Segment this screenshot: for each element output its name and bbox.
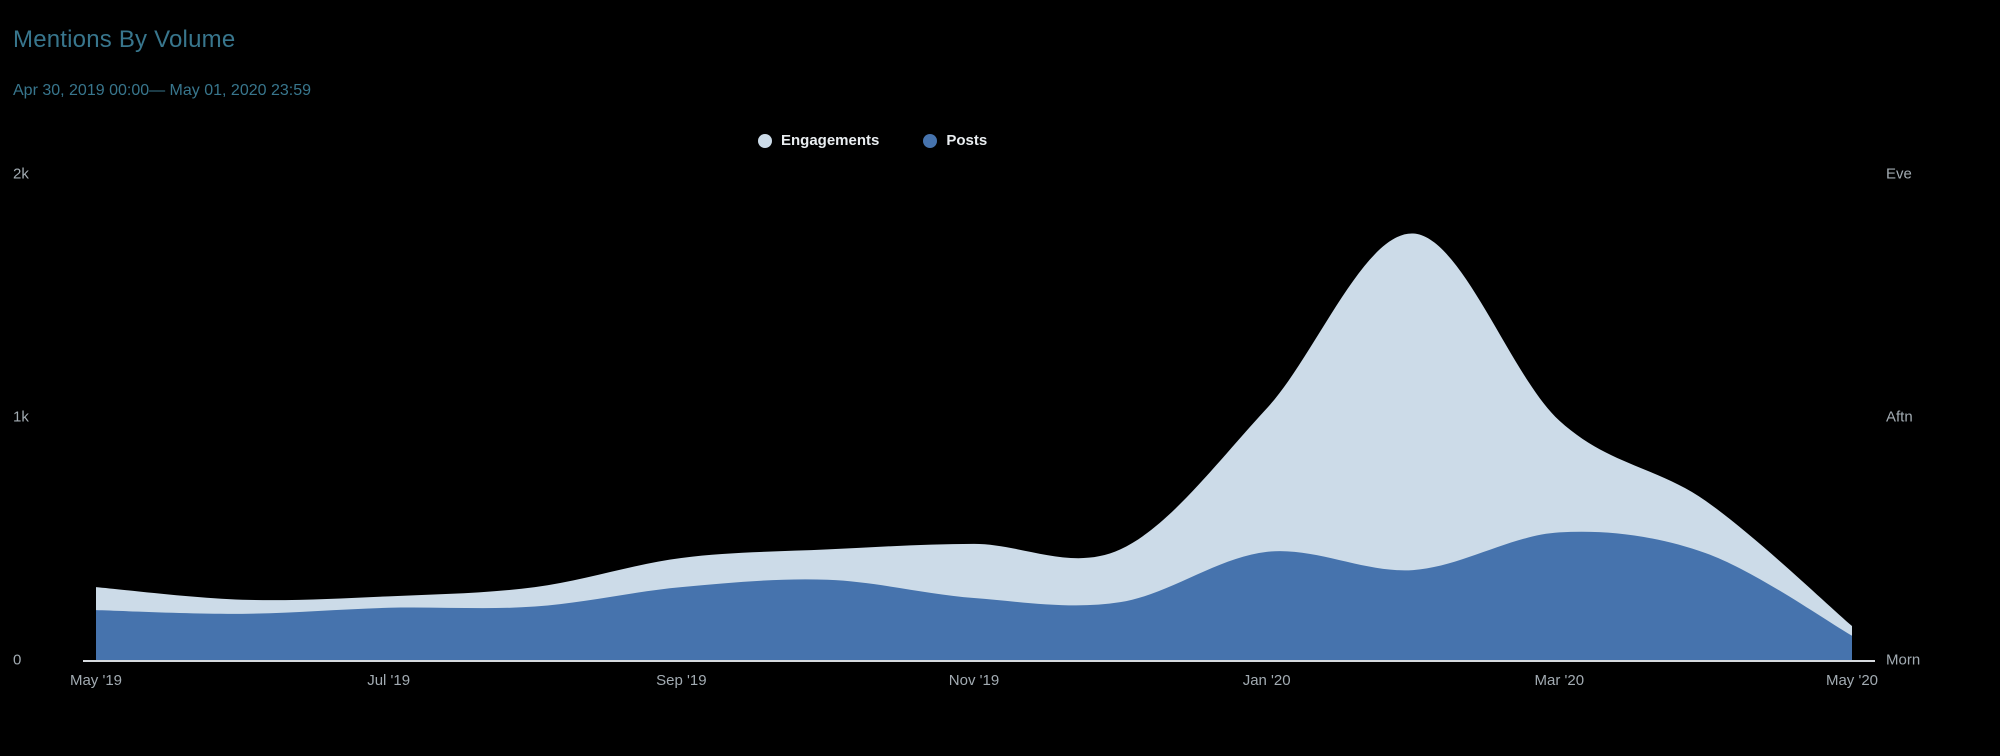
y-left-tick-1k: 1k <box>13 408 29 426</box>
y-left-tick-2k: 2k <box>13 165 29 183</box>
page-title: Mentions By Volume <box>13 26 236 53</box>
legend-label-engagements: Engagements <box>781 132 880 149</box>
y-right-tick-aftn: Aftn <box>1886 408 1913 426</box>
y-right-tick-eve: Eve <box>1886 165 1912 183</box>
date-range-label: Apr 30, 2019 00:00— May 01, 2020 23:59 <box>13 82 311 99</box>
x-axis-baseline <box>83 660 1875 662</box>
legend-label-posts: Posts <box>946 132 988 149</box>
legend-item-engagements[interactable]: Engagements <box>758 132 879 149</box>
x-tick-6: May '20 <box>1825 672 1879 689</box>
engagements-dot-icon <box>758 133 772 148</box>
x-tick-4: Jan '20 <box>1242 672 1291 689</box>
y-left-tick-0: 0 <box>13 651 22 669</box>
x-tick-2: Sep '19 <box>656 672 707 689</box>
legend-item-posts[interactable]: Posts <box>923 132 987 149</box>
x-tick-5: Mar '20 <box>1534 672 1585 689</box>
x-tick-0: May '19 <box>69 672 123 689</box>
x-tick-1: Jul '19 <box>367 672 411 689</box>
series-area-engagements[interactable] <box>96 233 1852 660</box>
x-tick-3: Nov '19 <box>948 672 1000 689</box>
series-area-posts[interactable] <box>96 531 1852 660</box>
y-right-tick-morn: Morn <box>1886 651 1921 669</box>
posts-dot-icon <box>923 133 938 148</box>
chart-legend: Engagements Posts <box>758 132 987 149</box>
